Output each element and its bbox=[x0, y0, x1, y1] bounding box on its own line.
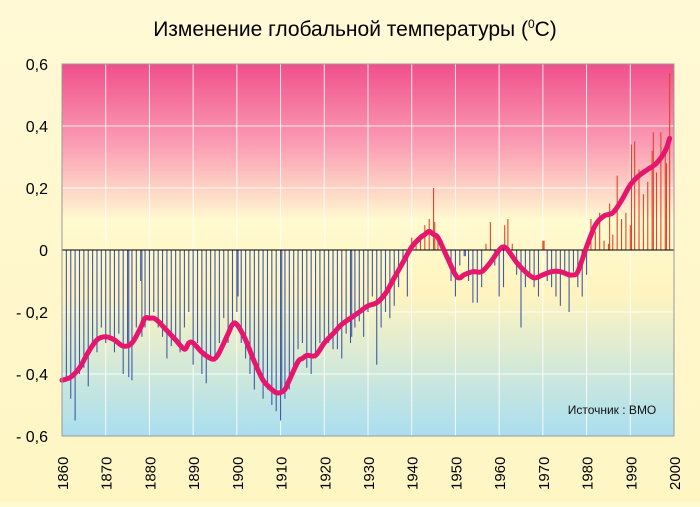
y-tick-label: 0,4 bbox=[26, 119, 48, 136]
y-tick-label: - 0,2 bbox=[16, 305, 48, 322]
source-note: Источник : ВМО bbox=[568, 403, 657, 417]
smoothed-temperature-line bbox=[59, 135, 673, 396]
y-tick-label: - 0,4 bbox=[16, 367, 48, 384]
x-tick-label: 1960 bbox=[492, 457, 509, 490]
x-tick-label: 1980 bbox=[580, 457, 597, 490]
anomaly-bars bbox=[65, 73, 671, 421]
plot-border bbox=[61, 63, 675, 437]
x-tick-label: 1910 bbox=[274, 457, 291, 490]
x-tick-label: 2000 bbox=[667, 457, 684, 490]
x-tick-label: 1940 bbox=[405, 457, 422, 490]
x-tick-label: 1860 bbox=[55, 457, 72, 490]
y-tick-label: 0 bbox=[39, 243, 48, 260]
anomaly-highlight-bars bbox=[128, 132, 668, 390]
x-axis-tick-labels: 1860 1870 1880 1890 1900 1910 1920 1930 1940 1950… bbox=[55, 457, 684, 490]
x-tick-label: 1900 bbox=[230, 457, 247, 490]
x-tick-label: 1930 bbox=[361, 457, 378, 490]
x-tick-label: 1890 bbox=[186, 457, 203, 490]
x-tick-label: 1880 bbox=[142, 457, 159, 490]
chart-title: Изменение глобальной температуры (0С) bbox=[153, 17, 557, 41]
x-tick-label: 1990 bbox=[623, 457, 640, 490]
x-tick-label: 1920 bbox=[317, 457, 334, 490]
x-tick-label: 1870 bbox=[99, 457, 116, 490]
x-tick-label: 1950 bbox=[448, 457, 465, 490]
y-tick-label: 0,6 bbox=[26, 57, 48, 74]
x-tick-label: 1970 bbox=[536, 457, 553, 490]
title-superscript: 0 bbox=[528, 17, 535, 31]
y-tick-label: 0,2 bbox=[26, 181, 48, 198]
y-tick-label: - 0,6 bbox=[16, 429, 48, 446]
y-axis-tick-labels: 0,6 0,4 0,2 0 - 0,2 - 0,4 - 0,6 bbox=[16, 57, 48, 446]
